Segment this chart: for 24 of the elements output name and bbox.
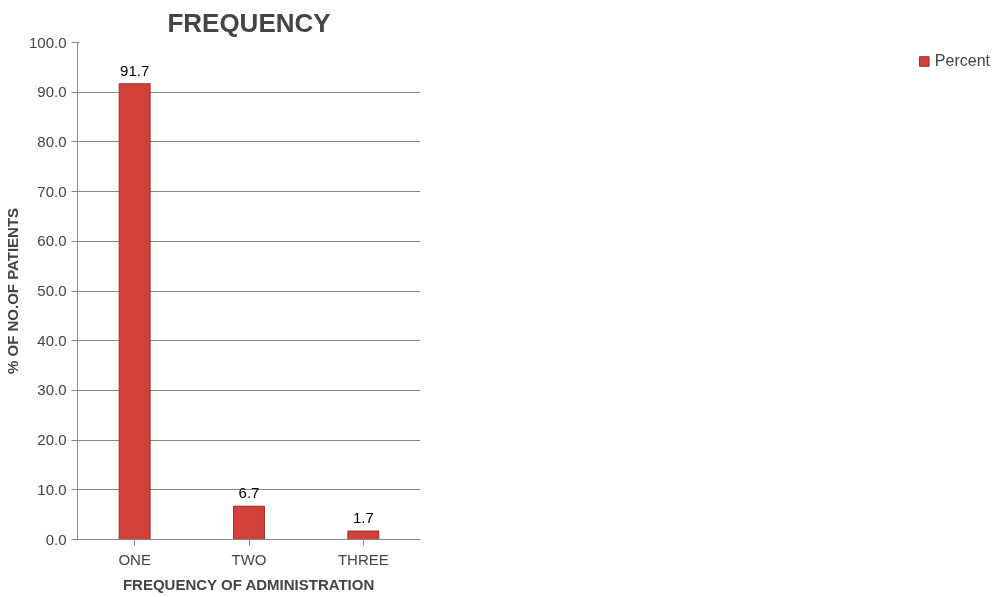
y-tick-label: 90.0 [37, 83, 67, 101]
y-tick-label: 50.0 [37, 282, 67, 299]
y-tick-label: 20.0 [37, 431, 67, 449]
y-tick-label: 80.0 [37, 132, 67, 150]
chart-title: FREQUENCY [167, 7, 331, 38]
data-label: 1.7 [352, 509, 374, 527]
y-tick-label: 0.0 [45, 530, 67, 548]
x-axis-title: FREQUENCY OF ADMINISTRATION [122, 575, 375, 593]
y-tick-label: 10.0 [37, 480, 67, 498]
y-tick-label: 40.0 [37, 331, 67, 349]
y-tick-label: 60.0 [37, 232, 67, 250]
legend-label: Percent [934, 52, 990, 70]
y-tick-label: 70.0 [37, 182, 67, 200]
bar [233, 505, 265, 540]
x-tick-label: TWO [231, 550, 267, 568]
x-tick-label: THREE [337, 550, 389, 568]
y-tick-label: 100.0 [28, 33, 67, 51]
x-tick-label: ONE [118, 550, 151, 568]
bar [118, 83, 151, 540]
bar [347, 530, 380, 540]
data-label: 6.7 [238, 484, 260, 502]
y-tick-label: 30.0 [37, 381, 67, 399]
y-axis-title: % OF NO.OF PATIENTS [3, 207, 21, 375]
data-label: 91.7 [120, 61, 150, 79]
